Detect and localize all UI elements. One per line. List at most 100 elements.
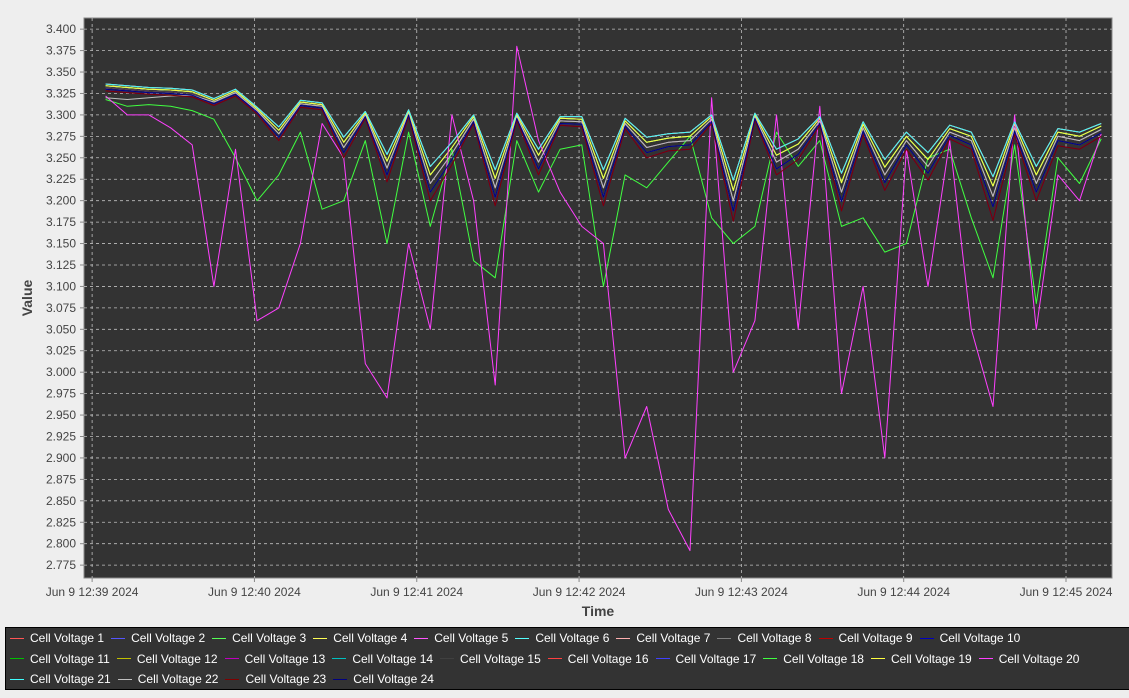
legend-swatch (224, 658, 239, 660)
legend-swatch (414, 637, 429, 639)
x-axis: Jun 9 12:39 2024 Jun 9 12:40 2024 Jun 9 12… (46, 578, 1113, 599)
legend-label: Cell Voltage 15 (460, 651, 541, 666)
legend-item-cell-voltage-17[interactable]: Cell Voltage 17 (655, 649, 757, 670)
y-tick-label: 3.025 (46, 344, 76, 358)
legend-item-cell-voltage-21[interactable]: Cell Voltage 21 (10, 669, 111, 690)
y-tick-label: 3.225 (46, 172, 76, 186)
legend-swatch (978, 658, 993, 660)
legend-label: Cell Voltage 23 (245, 672, 327, 687)
series-line-cell-voltage-24 (105, 88, 1102, 212)
legend-item-cell-voltage-3[interactable]: Cell Voltage 3 (212, 628, 306, 649)
legend-label: Cell Voltage 2 (131, 631, 206, 646)
series-line-cell-voltage-22 (105, 92, 1102, 202)
y-tick-label: 3.375 (46, 44, 76, 58)
legend-item-cell-voltage-8[interactable]: Cell Voltage 8 (717, 628, 812, 649)
series-line-cell-voltage-21 (105, 83, 1102, 181)
legend-label: Cell Voltage 12 (136, 651, 218, 666)
legend-item-cell-voltage-20[interactable]: Cell Voltage 20 (978, 649, 1080, 670)
legend-swatch (616, 637, 631, 639)
legend-label: Cell Voltage 3 (232, 631, 307, 646)
legend-label: Cell Voltage 7 (636, 631, 711, 646)
y-tick-label: 3.075 (46, 301, 76, 315)
y-tick-label: 3.150 (46, 237, 76, 251)
legend-item-cell-voltage-6[interactable]: Cell Voltage 6 (515, 628, 609, 649)
legend-label: Cell Voltage 24 (353, 672, 434, 687)
legend-item-cell-voltage-19[interactable]: Cell Voltage 19 (870, 649, 972, 670)
y-tick-label: 2.800 (46, 537, 76, 551)
series-lines (105, 45, 1102, 552)
legend-label: Cell Voltage 14 (352, 651, 434, 666)
y-tick-label: 2.950 (46, 408, 76, 422)
legend-swatch (919, 637, 934, 639)
legend-item-cell-voltage-1[interactable]: Cell Voltage 1 (10, 628, 104, 649)
y-tick-label: 3.125 (46, 258, 76, 272)
y-tick-label: 3.250 (46, 151, 76, 165)
legend-label: Cell Voltage 18 (783, 651, 864, 666)
y-tick-label: 2.775 (46, 558, 76, 572)
legend-label: Cell Voltage 16 (567, 651, 649, 666)
legend-label: Cell Voltage 21 (30, 672, 111, 687)
y-tick-label: 2.975 (46, 387, 76, 401)
legend-label: Cell Voltage 1 (30, 631, 105, 646)
legend-swatch (515, 637, 530, 639)
legend-item-cell-voltage-16[interactable]: Cell Voltage 16 (547, 649, 649, 670)
y-tick-label: 3.100 (46, 279, 76, 293)
y-axis: 2.775 2.800 2.825 2.850 2.875 2.900 2.925 2.950… (46, 22, 84, 572)
x-axis-title: Time (582, 603, 615, 619)
y-tick-label: 3.350 (46, 65, 76, 79)
legend-swatch (547, 658, 562, 660)
x-tick-label: Jun 9 12:43 2024 (695, 585, 788, 599)
legend-label: Cell Voltage 17 (675, 651, 757, 666)
legend-item-cell-voltage-23[interactable]: Cell Voltage 23 (225, 669, 326, 690)
legend-item-cell-voltage-14[interactable]: Cell Voltage 14 (332, 649, 433, 670)
x-tick-label: Jun 9 12:39 2024 (46, 585, 139, 599)
legend-swatch (10, 637, 24, 639)
legend-swatch (440, 658, 455, 660)
legend-label: Cell Voltage 10 (939, 631, 1021, 646)
legend-item-cell-voltage-12[interactable]: Cell Voltage 12 (116, 649, 218, 670)
legend-swatch (212, 637, 227, 639)
plot-area (83, 17, 1113, 579)
y-tick-label: 3.325 (46, 86, 76, 100)
legend-label: Cell Voltage 8 (737, 631, 812, 646)
legend-swatch (10, 658, 24, 660)
legend-label: Cell Voltage 6 (535, 631, 610, 646)
y-tick-label: 2.875 (46, 472, 76, 486)
legend-label: Cell Voltage 20 (998, 651, 1080, 666)
legend-item-cell-voltage-15[interactable]: Cell Voltage 15 (440, 649, 541, 670)
y-tick-label: 3.200 (46, 194, 76, 208)
legend-item-cell-voltage-18[interactable]: Cell Voltage 18 (763, 649, 864, 670)
legend-item-cell-voltage-24[interactable]: Cell Voltage 24 (333, 669, 434, 690)
legend-swatch (870, 658, 885, 660)
legend-item-cell-voltage-4[interactable]: Cell Voltage 4 (313, 628, 407, 649)
legend-label: Cell Voltage 19 (890, 651, 972, 666)
y-tick-label: 3.300 (46, 108, 76, 122)
legend-swatch (111, 637, 126, 639)
legend-swatch (763, 658, 778, 660)
x-tick-label: Jun 9 12:41 2024 (370, 585, 463, 599)
legend-item-cell-voltage-22[interactable]: Cell Voltage 22 (117, 669, 219, 690)
legend-label: Cell Voltage 11 (30, 651, 110, 666)
legend-swatch (655, 658, 670, 660)
x-tick-label: Jun 9 12:42 2024 (533, 585, 626, 599)
legend-label: Cell Voltage 22 (137, 672, 219, 687)
legend-item-cell-voltage-5[interactable]: Cell Voltage 5 (414, 628, 508, 649)
legend-item-cell-voltage-11[interactable]: Cell Voltage 11 (10, 649, 110, 670)
legend-item-cell-voltage-10[interactable]: Cell Voltage 10 (919, 628, 1021, 649)
legend-swatch (116, 658, 131, 660)
y-tick-label: 3.275 (46, 129, 76, 143)
legend-item-cell-voltage-2[interactable]: Cell Voltage 2 (111, 628, 205, 649)
legend-item-cell-voltage-7[interactable]: Cell Voltage 7 (616, 628, 710, 649)
legend-label: Cell Voltage 13 (244, 651, 326, 666)
y-tick-label: 3.000 (46, 365, 76, 379)
legend-item-cell-voltage-13[interactable]: Cell Voltage 13 (224, 649, 326, 670)
legend-swatch (332, 658, 347, 660)
legend-swatch (225, 678, 240, 680)
legend-item-cell-voltage-9[interactable]: Cell Voltage 9 (818, 628, 913, 649)
legend-swatch (717, 637, 732, 639)
line-chart: 2.775 2.800 2.825 2.850 2.875 2.900 2.925 2.950… (19, 17, 1113, 619)
series-line-cell-voltage-19 (105, 85, 1102, 191)
x-tick-label: Jun 9 12:45 2024 (1020, 585, 1113, 599)
y-tick-label: 3.050 (46, 322, 76, 336)
y-tick-label: 2.825 (46, 515, 76, 529)
